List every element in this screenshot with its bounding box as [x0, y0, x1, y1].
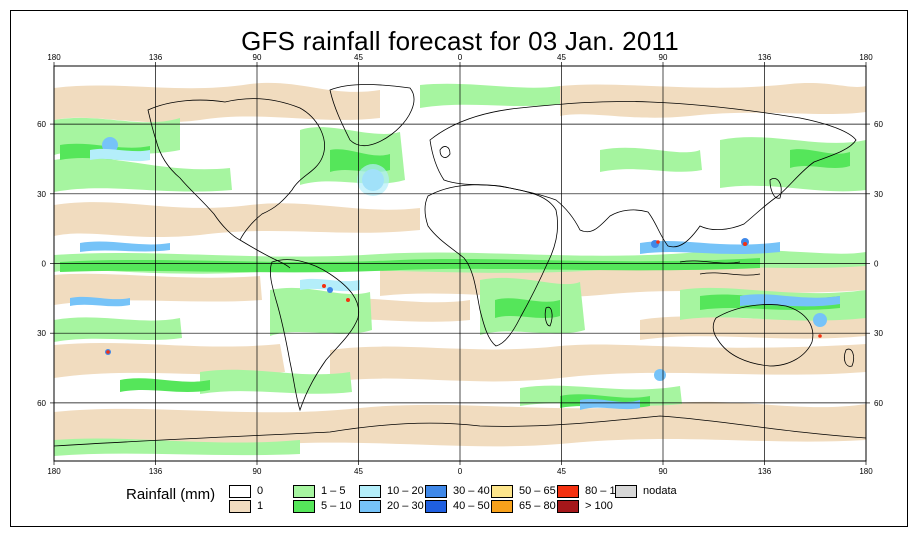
antarctica-outline: [54, 415, 866, 447]
lon-label-top: 136: [758, 53, 772, 62]
lon-label-bottom: 136: [149, 467, 163, 476]
eurasia-outline: [429, 101, 857, 248]
map-border: [53, 65, 867, 462]
lon-label-top: 90: [253, 53, 262, 62]
uk-outline: [439, 146, 451, 158]
lon-label-bottom: 180: [859, 467, 873, 476]
japan-outline: [769, 178, 782, 199]
greenland-outline: [329, 84, 415, 147]
madagascar-outline: [544, 306, 553, 327]
figure-frame: [10, 10, 908, 527]
indonesia-outline: [679, 260, 761, 276]
north-america-outline: [147, 98, 325, 241]
lon-label-top: 136: [149, 53, 163, 62]
australia-outline: [712, 304, 814, 367]
lat-label-right: 30: [874, 329, 883, 338]
lon-label-top: 45: [557, 53, 566, 62]
map-title: GFS rainfall forecast for 03 Jan. 2011: [241, 26, 679, 56]
coastlines: [54, 84, 866, 447]
rain-class-10-20mm: [90, 148, 389, 292]
lon-label-bottom: 136: [758, 467, 772, 476]
lon-label-bottom: 180: [47, 467, 61, 476]
lon-label-top: 0: [458, 53, 463, 62]
new-zealand-outline: [844, 348, 854, 367]
lon-label-bottom: 45: [354, 467, 363, 476]
lon-label-top: 90: [659, 53, 668, 62]
south-america-outline: [269, 259, 360, 412]
lon-label-bottom: 90: [253, 467, 262, 476]
central-america-outline: [239, 239, 291, 269]
lat-label-left: 30: [37, 329, 46, 338]
lon-label-bottom: 0: [458, 467, 463, 476]
lon-label-bottom: 90: [659, 467, 668, 476]
lat-label-right: 60: [874, 120, 883, 129]
lat-label-left: 60: [37, 399, 46, 408]
lat-label-left: 30: [37, 190, 46, 199]
rain-class-80-100mm: [106, 240, 822, 354]
lat-label-left: 0: [42, 260, 47, 269]
lat-label-right: 0: [874, 260, 879, 269]
lat-label-right: 60: [874, 399, 883, 408]
lat-label-left: 60: [37, 120, 46, 129]
lon-label-bottom: 45: [557, 467, 566, 476]
lat-label-right: 30: [874, 190, 883, 199]
tick-labels: 180 180 136 136 90 90 45 45 0 0 45 45 90 90 136 136 180 1…: [37, 53, 883, 476]
lon-label-top: 180: [47, 53, 61, 62]
lon-label-top: 180: [859, 53, 873, 62]
lon-label-top: 45: [354, 53, 363, 62]
